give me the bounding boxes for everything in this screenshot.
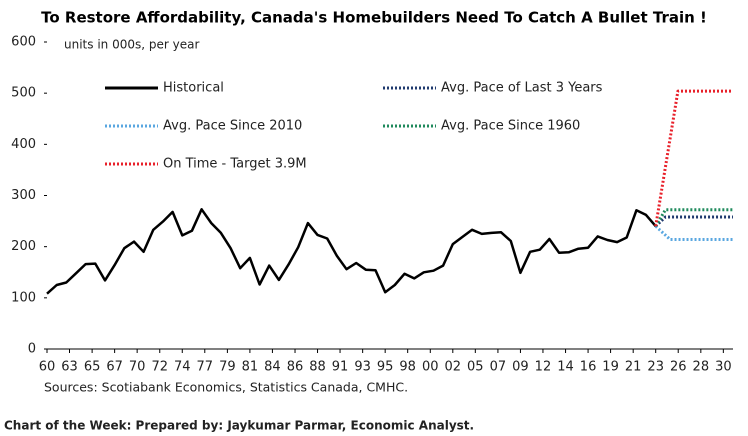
y-tick-label: 0 <box>28 342 36 357</box>
y-tick-label: 400 <box>11 137 36 152</box>
series-line <box>654 225 733 241</box>
series-line <box>654 89 733 227</box>
x-tick-label: 02 <box>445 360 462 375</box>
y-tick-label: 100 <box>11 290 36 305</box>
x-tick-label: 95 <box>377 360 394 375</box>
legend-label: Avg. Pace of Last 3 Years <box>441 81 603 96</box>
x-tick-label: 74 <box>174 360 191 375</box>
x-tick-label: 60 <box>39 360 56 375</box>
x-tick-label: 88 <box>309 360 326 375</box>
footer: Chart of the Week: Prepared by: Jaykumar… <box>4 419 474 433</box>
x-tick-label: 79 <box>219 360 236 375</box>
x-tick-label: 14 <box>557 360 574 375</box>
chart-title: To Restore Affordability, Canada's Homeb… <box>41 9 707 27</box>
y-tick-label: 300 <box>11 188 36 203</box>
x-tick-label: 70 <box>129 360 146 375</box>
legend-label: On Time - Target 3.9M <box>163 157 307 172</box>
x-tick-label: 21 <box>625 360 642 375</box>
y-axis-label: units in 000s, per year <box>64 38 199 52</box>
x-tick-label: 84 <box>264 360 281 375</box>
series-line <box>654 208 733 227</box>
x-tick-label: 77 <box>197 360 214 375</box>
x-tick-label: 12 <box>535 360 552 375</box>
x-tick-label: 63 <box>61 360 78 375</box>
legend-label: Avg. Pace Since 2010 <box>163 119 302 134</box>
x-tick-label: 00 <box>422 360 439 375</box>
x-tick-label: 19 <box>602 360 619 375</box>
x-tick-label: 09 <box>512 360 529 375</box>
x-tick-label: 23 <box>647 360 664 375</box>
x-tick-label: 98 <box>399 360 416 375</box>
x-tick-label: 86 <box>287 360 304 375</box>
x-tick-label: 81 <box>242 360 259 375</box>
x-tick-label: 05 <box>467 360 484 375</box>
x-tick-label: 72 <box>151 360 168 375</box>
legend-label: Avg. Pace Since 1960 <box>441 119 580 134</box>
series-line <box>46 208 657 295</box>
x-tick-label: 07 <box>490 360 507 375</box>
legend-label: Historical <box>163 81 224 96</box>
x-tick-label: 28 <box>693 360 710 375</box>
y-tick-label: 500 <box>11 86 36 101</box>
x-tick-label: 67 <box>106 360 123 375</box>
y-tick-label: 600 <box>11 35 36 50</box>
x-tick-label: 30 <box>715 360 732 375</box>
source: Sources: Scotiabank Economics, Statistic… <box>44 380 408 395</box>
x-tick-label: 91 <box>332 360 349 375</box>
x-tick-label: 16 <box>580 360 597 375</box>
x-tick-label: 93 <box>354 360 371 375</box>
series-line <box>654 215 733 228</box>
x-tick-label: 26 <box>670 360 687 375</box>
y-tick-label: 200 <box>11 239 36 254</box>
x-tick-label: 65 <box>84 360 101 375</box>
